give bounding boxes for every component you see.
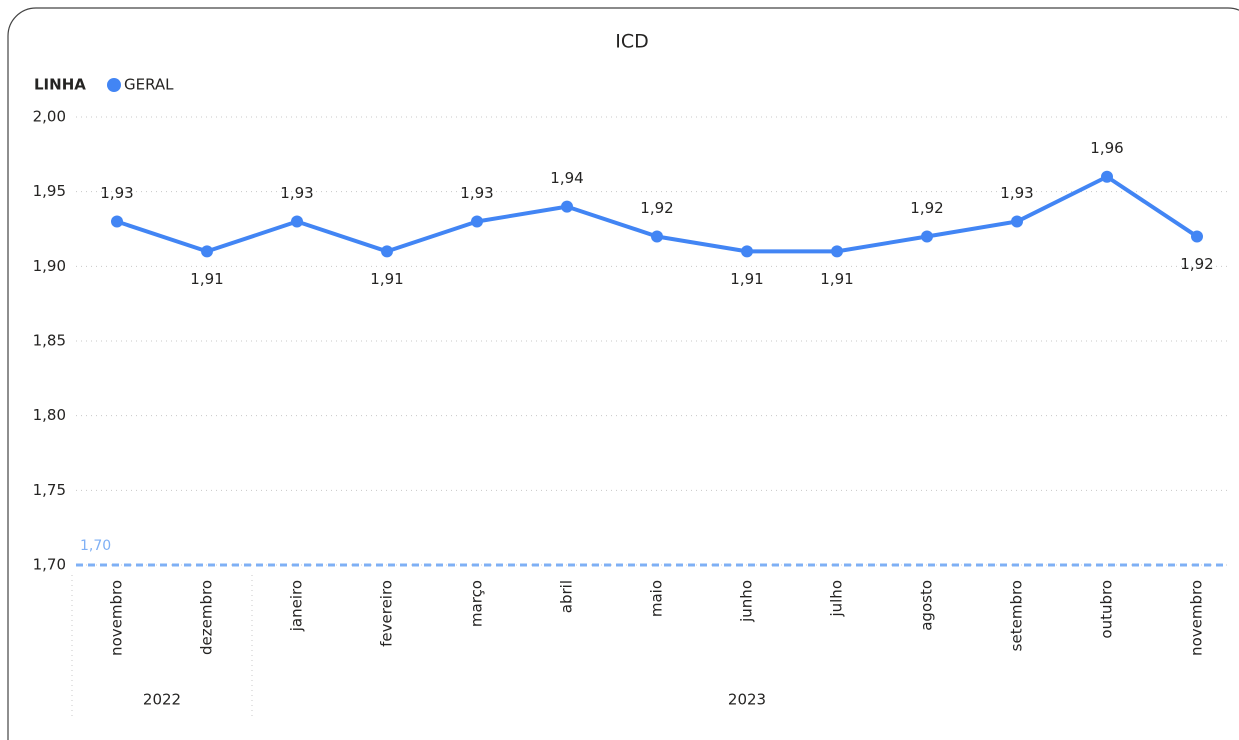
data-point — [831, 245, 843, 258]
reference-label: 1,70 — [80, 538, 111, 554]
data-point — [471, 215, 483, 228]
data-label: 1,91 — [820, 270, 853, 288]
x-tick-label: setembro — [1008, 580, 1026, 651]
x-tick-label: agosto — [918, 580, 936, 631]
data-point — [741, 245, 753, 258]
data-label: 1,93 — [1000, 184, 1033, 202]
year-label: 2022 — [143, 691, 181, 709]
x-tick-label: fevereiro — [378, 580, 396, 647]
data-label: 1,94 — [550, 169, 583, 187]
data-label: 1,92 — [910, 199, 943, 217]
data-point — [291, 215, 303, 228]
x-tick-label: julho — [828, 580, 846, 618]
data-point — [651, 230, 663, 243]
data-label: 1,91 — [370, 270, 403, 288]
x-tick-label: dezembro — [198, 580, 216, 655]
data-point — [561, 200, 573, 213]
x-tick-label: novembro — [108, 580, 126, 656]
data-label: 1,93 — [280, 184, 313, 202]
data-point — [921, 230, 933, 243]
data-point — [381, 245, 393, 258]
data-label: 1,96 — [1090, 139, 1123, 157]
year-label: 2023 — [728, 691, 766, 709]
visual-frame — [7, 7, 1239, 740]
x-tick-label: novembro — [1188, 580, 1206, 656]
data-label: 1,91 — [730, 270, 763, 288]
data-label: 1,93 — [460, 184, 493, 202]
legend-label: GERAL — [124, 76, 174, 94]
data-label: 1,91 — [190, 270, 223, 288]
y-tick-label: 1,80 — [33, 406, 66, 424]
data-point — [201, 245, 213, 258]
y-tick-label: 1,90 — [33, 257, 66, 275]
y-tick-label: 1,75 — [33, 481, 66, 499]
chart-title: ICD — [615, 31, 649, 53]
data-label: 1,93 — [100, 184, 133, 202]
y-tick-label: 2,00 — [33, 108, 66, 126]
y-tick-label: 1,85 — [33, 332, 66, 350]
x-tick-label: abril — [558, 580, 576, 613]
data-label: 1,92 — [1180, 255, 1213, 273]
legend-marker — [107, 78, 121, 92]
y-tick-label: 1,70 — [33, 556, 66, 574]
x-tick-label: março — [468, 580, 486, 627]
legend-title: LINHA — [34, 76, 86, 94]
x-tick-label: janeiro — [288, 580, 306, 632]
x-tick-label: junho — [738, 580, 756, 623]
data-point — [111, 215, 123, 228]
x-tick-label: outubro — [1098, 580, 1116, 639]
data-label: 1,92 — [640, 199, 673, 217]
data-point — [1191, 230, 1203, 243]
y-tick-label: 1,95 — [33, 182, 66, 200]
x-tick-label: maio — [648, 580, 666, 617]
data-point — [1101, 170, 1113, 183]
data-point — [1011, 215, 1023, 228]
